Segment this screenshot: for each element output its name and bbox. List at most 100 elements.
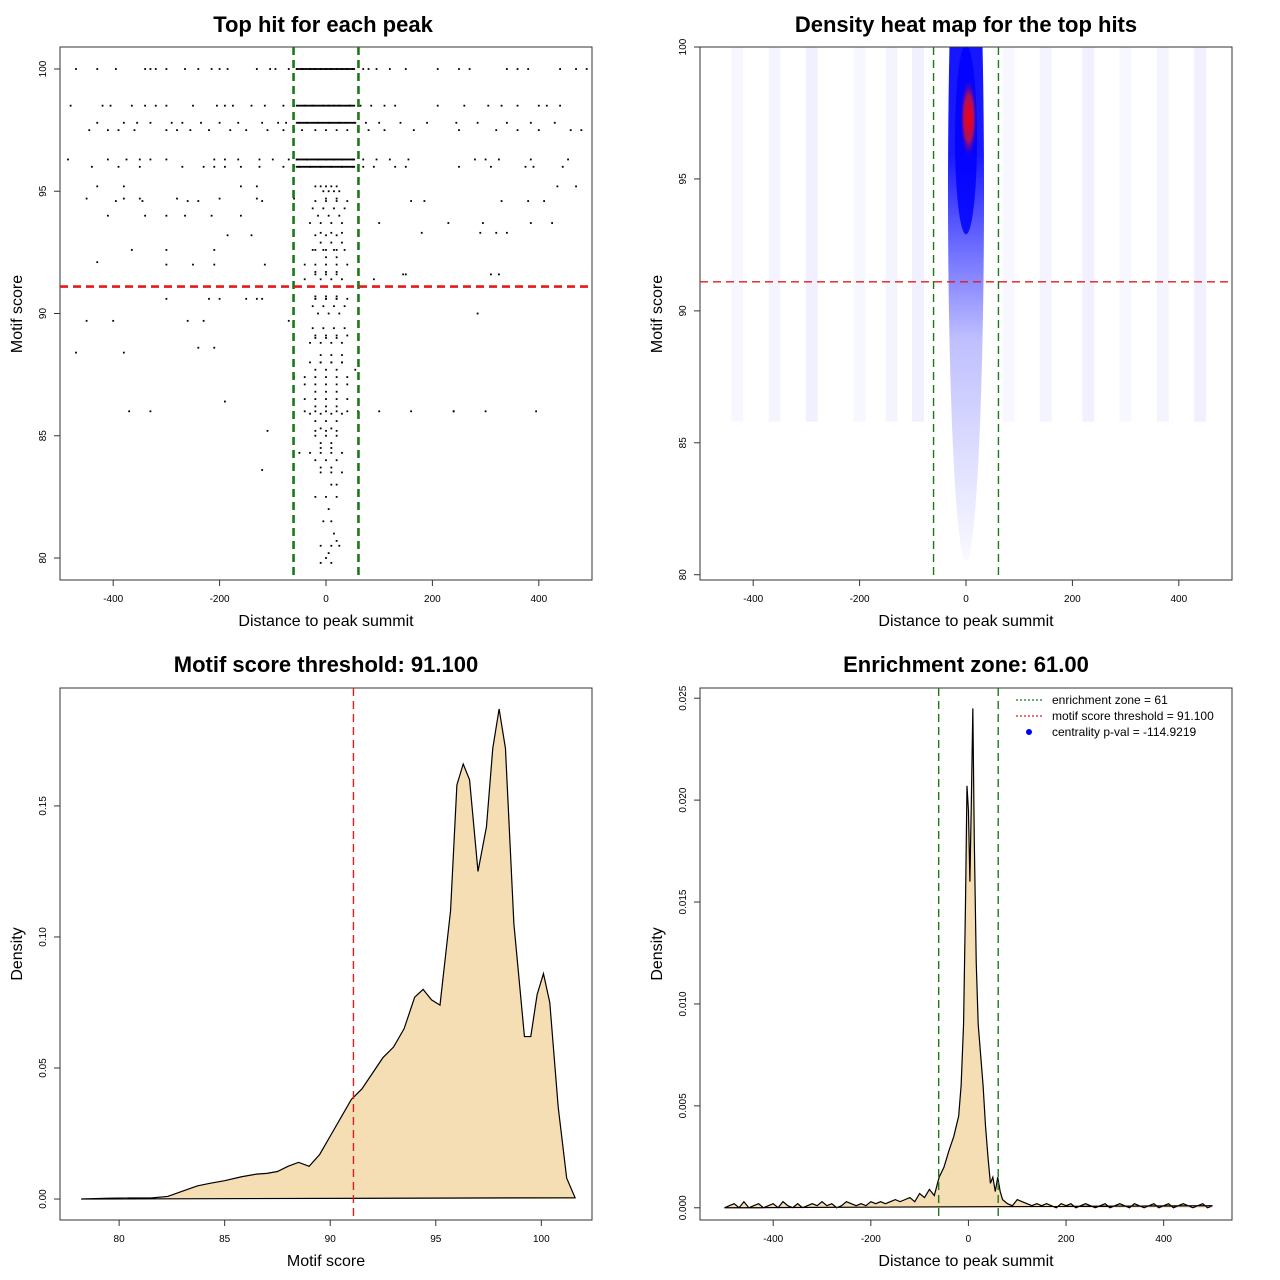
data-point [335,121,338,124]
data-point [302,121,305,124]
data-point [325,129,327,132]
data-point [210,214,213,217]
y-tick-label: 95 [678,173,689,185]
data-point [341,412,343,415]
legend-label: centrality p-val = -114.9219 [1052,725,1197,739]
data-point [226,68,229,70]
data-point [343,68,346,70]
data-point [181,121,184,124]
data-point [311,104,314,107]
data-point [332,68,335,70]
data-point [350,121,352,124]
data-point [325,410,327,413]
data-point [463,104,466,107]
data-point [324,104,327,107]
data-point [303,158,306,161]
data-point [224,400,226,403]
data-point [114,200,117,202]
data-point [455,121,458,124]
data-point [165,249,168,251]
data-point [269,68,272,70]
data-point [322,207,325,210]
data-point [311,305,314,308]
data-point [327,104,330,107]
plot-frame [59,687,593,1221]
data-point [314,165,317,168]
data-point [543,200,546,202]
data-point [224,165,226,168]
y-axis-label: Density [9,927,26,980]
data-point [154,104,157,107]
data-point [316,68,319,70]
x-tick-label: 400 [1170,594,1187,605]
data-point [216,104,218,107]
data-point [351,165,354,168]
data-point [302,158,305,161]
data-point [309,451,311,454]
data-point [319,466,322,469]
x-tick-label: -200 [210,594,230,605]
data-point [346,104,349,107]
y-tick-label: 0.010 [678,991,689,1016]
data-point [335,376,338,378]
density-streak [1039,47,1052,422]
data-point [343,327,346,330]
data-point [327,508,330,510]
data-point [314,459,317,462]
data-point [325,297,327,300]
data-point [535,410,538,413]
density-streak [731,47,743,422]
data-point [348,165,351,168]
data-point [319,427,322,430]
data-point [335,200,338,202]
data-point [334,121,336,124]
data-point [343,165,346,168]
data-point [338,312,341,315]
x-tick-label: 400 [1155,1234,1172,1245]
data-point [476,121,479,124]
data-point [297,68,300,70]
data-point [325,405,327,408]
data-point [330,222,333,224]
data-point [295,68,298,70]
data-point [303,121,306,124]
data-point [75,68,77,70]
data-point [317,312,319,315]
data-point [149,410,152,413]
x-tick-label: 90 [325,1234,337,1245]
data-point [527,68,530,70]
data-point [500,200,503,202]
x-tick-label: -400 [763,1234,783,1245]
data-point [337,104,340,107]
data-point [516,129,519,132]
data-point [532,165,535,168]
data-point [170,121,173,124]
x-tick-label: 95 [430,1234,442,1245]
data-point [314,334,317,337]
heatmap-panel: Density heat map for the top hits Distan… [649,12,1233,630]
data-point [314,410,317,413]
y-tick-label: 0.00 [38,1189,49,1209]
data-point [516,104,519,107]
data-point [117,129,120,132]
data-point [346,68,349,70]
data-point [378,222,381,224]
data-point [325,197,327,200]
data-point [370,104,373,107]
density-streak [1120,47,1132,422]
data-point [362,165,365,168]
data-point [335,383,338,386]
data-point [299,104,301,107]
data-point [402,273,405,276]
data-point [308,68,311,70]
data-point [319,341,322,344]
data-point [122,351,125,354]
data-point [524,165,527,168]
data-point [314,390,317,393]
data-point [330,241,333,244]
chart-title: Motif score threshold: 91.100 [174,652,478,677]
data-point [239,165,242,168]
data-point [237,158,240,161]
data-point [500,104,503,107]
data-point [293,197,295,200]
